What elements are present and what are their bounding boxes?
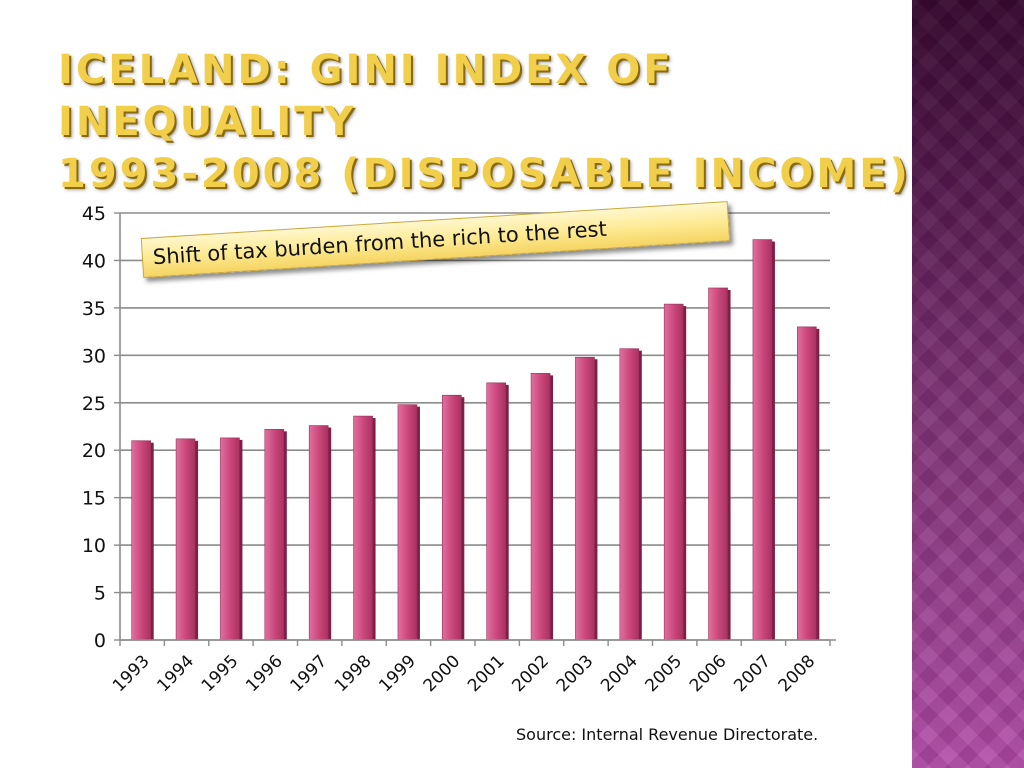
bar-1998	[353, 415, 373, 641]
bar-shadow	[815, 328, 820, 640]
bar-shadow	[460, 397, 465, 640]
bar-shadow	[637, 350, 642, 640]
bar-1995	[220, 437, 240, 641]
bar-shadow	[415, 406, 420, 640]
bar-shadow	[149, 442, 154, 640]
y-tick-label: 40	[82, 250, 106, 272]
title-line-2: 1993-2008 (disposable income)	[58, 151, 911, 197]
x-tick-label: 2006	[686, 651, 731, 696]
y-tick-label: 45	[82, 203, 106, 225]
y-tick-label: 15	[82, 488, 106, 510]
y-tick-label: 20	[82, 440, 106, 462]
bar-1993	[131, 440, 151, 641]
y-tick-label: 30	[82, 345, 106, 367]
y-tick-label: 5	[94, 583, 106, 605]
title-line-1: Iceland: Gini index of inequality	[58, 47, 674, 145]
bars	[131, 239, 820, 641]
bar-2002	[530, 373, 551, 641]
x-tick-label: 2001	[464, 651, 509, 696]
bar-1996	[264, 429, 285, 641]
slide-title: Iceland: Gini index of inequality 1993-2…	[58, 44, 918, 200]
x-tick-label: 1998	[331, 651, 376, 696]
x-tick-label: 2007	[730, 651, 775, 696]
x-tick-label: 2008	[775, 651, 820, 696]
x-tick-label: 1995	[198, 651, 243, 696]
bar-1997	[308, 425, 329, 641]
bar-2003	[575, 356, 595, 641]
bar-shadow	[504, 384, 509, 640]
x-tick-label: 2002	[508, 651, 553, 696]
x-tick-label: 2000	[420, 651, 465, 696]
bar-2000	[442, 394, 462, 641]
bar-2007	[752, 239, 773, 641]
x-tick-label: 1994	[153, 651, 198, 696]
x-tick-label: 1999	[375, 651, 420, 696]
y-tick-label: 0	[94, 630, 106, 652]
x-tick-label: 2003	[553, 651, 598, 696]
bar-1994	[175, 438, 196, 641]
bar-2004	[619, 348, 640, 641]
bar-shadow	[593, 359, 598, 640]
bar-2008	[797, 326, 817, 641]
bar-shadow	[770, 241, 775, 640]
y-tick-label: 35	[82, 298, 106, 320]
x-tick-label: 2004	[597, 651, 642, 696]
side-decoration-band	[912, 0, 1024, 768]
y-tick-label: 10	[82, 535, 106, 557]
x-tick-label: 1996	[242, 651, 287, 696]
x-tick-label: 1997	[286, 651, 331, 696]
bar-1999	[397, 404, 418, 641]
x-tick-label: 2005	[641, 651, 686, 696]
bar-shadow	[238, 439, 243, 640]
source-note: Source: Internal Revenue Directorate.	[516, 725, 819, 744]
x-tick-label: 1993	[109, 651, 154, 696]
bar-shadow	[682, 306, 687, 640]
bar-shadow	[282, 431, 287, 640]
bar-2005	[663, 303, 684, 641]
axes	[114, 212, 836, 646]
bar-shadow	[371, 418, 376, 640]
bar-shadow	[726, 289, 731, 640]
bar-shadow	[327, 427, 332, 640]
bar-shadow	[549, 375, 554, 640]
bar-shadow	[194, 440, 199, 640]
y-tick-label: 25	[82, 393, 106, 415]
bar-2001	[486, 382, 506, 641]
bar-2006	[708, 287, 728, 641]
